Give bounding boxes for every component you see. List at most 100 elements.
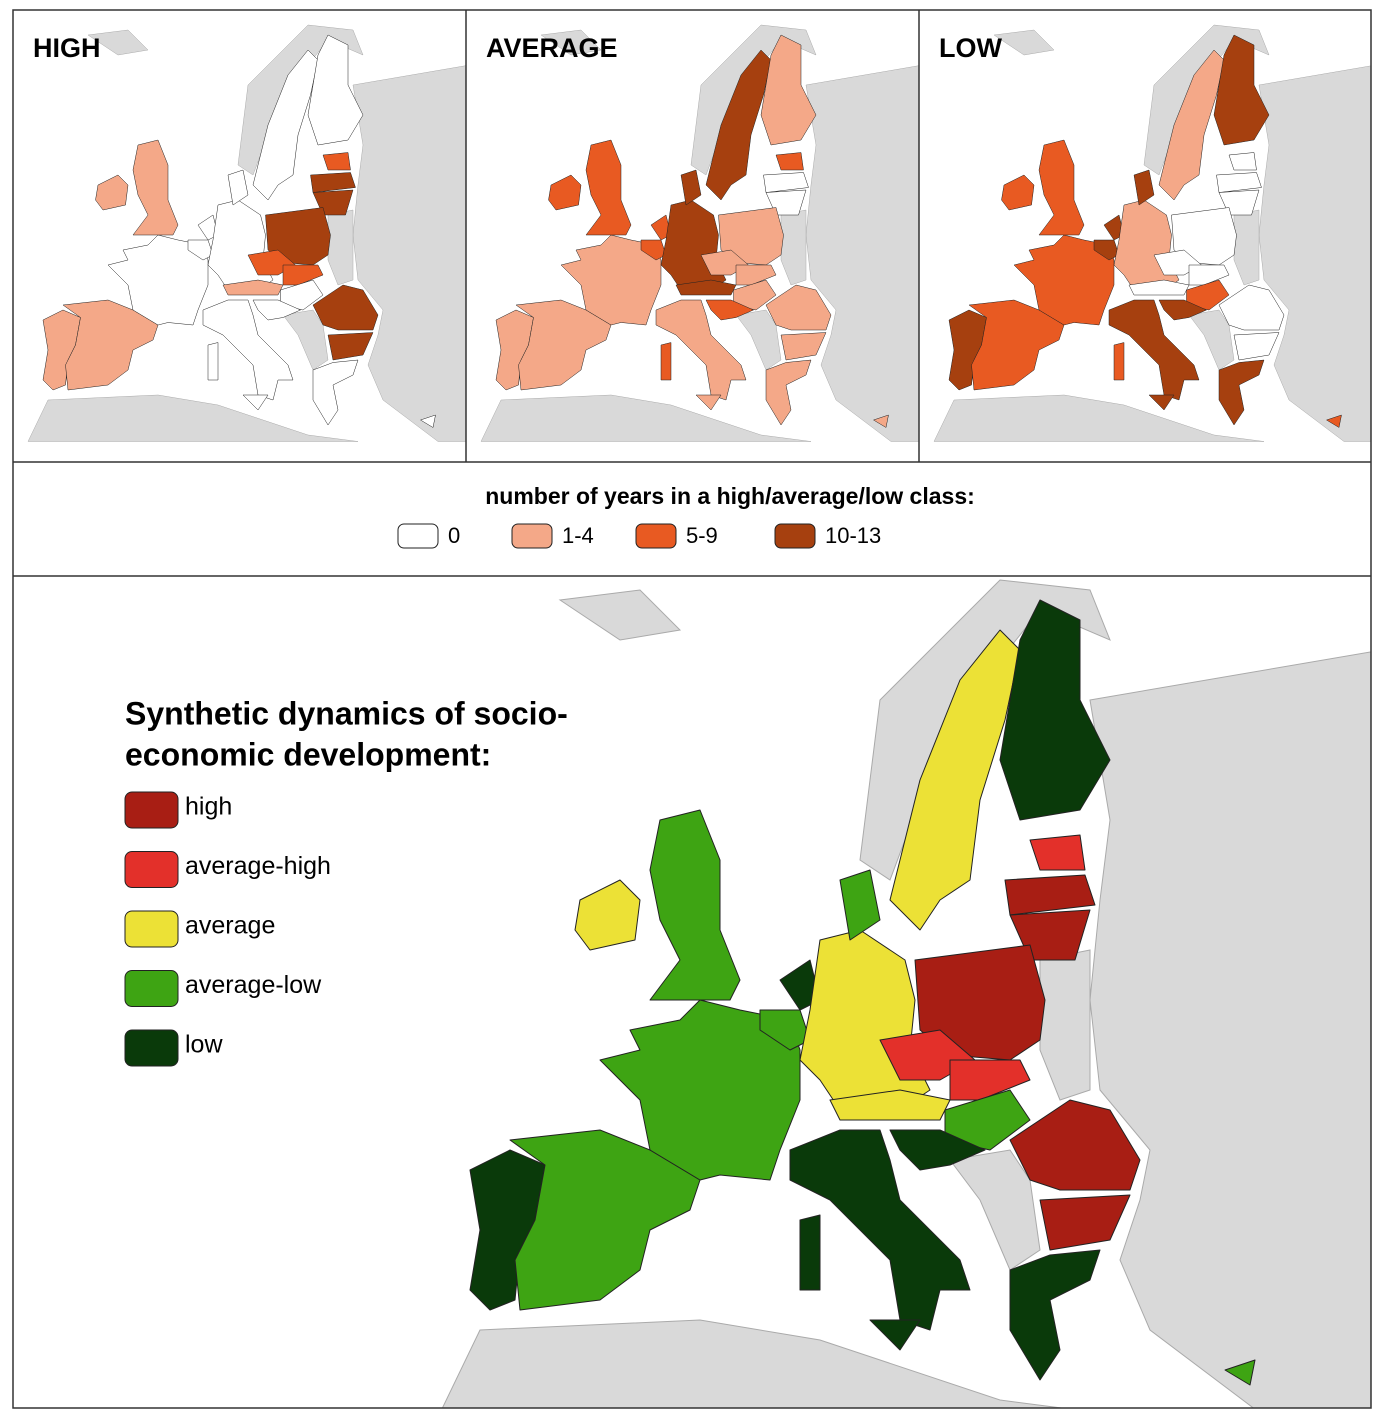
country xyxy=(1133,169,1155,206)
country xyxy=(1128,279,1190,296)
country xyxy=(1009,1249,1101,1381)
country xyxy=(1148,394,1175,411)
country xyxy=(949,1059,1031,1101)
land xyxy=(441,1319,1066,1408)
country xyxy=(889,1129,986,1171)
country xyxy=(889,629,1021,931)
land xyxy=(352,65,466,442)
country xyxy=(760,34,817,146)
country xyxy=(675,279,737,296)
country xyxy=(1218,359,1265,426)
country xyxy=(705,299,754,321)
legend-label: average xyxy=(185,912,275,940)
map-main xyxy=(441,579,1371,1408)
country xyxy=(312,359,359,426)
country xyxy=(1326,414,1342,428)
land xyxy=(558,589,682,641)
land xyxy=(27,394,359,442)
country xyxy=(780,332,827,361)
country xyxy=(420,414,436,428)
map-layer xyxy=(933,24,1371,442)
country xyxy=(763,172,809,193)
country xyxy=(1233,332,1280,361)
land xyxy=(87,29,149,56)
country xyxy=(1004,874,1096,916)
map-layer xyxy=(480,24,919,442)
legend-swatch xyxy=(397,523,439,549)
legend-label: 5-9 xyxy=(686,523,718,548)
land xyxy=(540,29,602,56)
legend-label: high xyxy=(185,793,232,821)
country xyxy=(799,1214,821,1291)
country xyxy=(680,169,702,206)
country xyxy=(789,1129,971,1331)
country xyxy=(282,264,324,286)
country xyxy=(307,34,364,146)
country xyxy=(1001,174,1035,211)
country xyxy=(1218,284,1285,331)
country xyxy=(187,239,214,261)
country xyxy=(227,169,249,206)
land xyxy=(1233,209,1260,286)
land xyxy=(933,394,1265,442)
legend-title: number of years in a high/average/low cl… xyxy=(485,483,975,509)
country xyxy=(585,139,632,236)
country xyxy=(829,1089,951,1121)
land xyxy=(993,29,1055,56)
country xyxy=(252,299,301,321)
country xyxy=(649,809,741,1001)
map-layer xyxy=(441,579,1371,1408)
country xyxy=(1213,34,1270,146)
country xyxy=(1038,139,1085,236)
country xyxy=(327,332,374,361)
country xyxy=(599,999,801,1181)
panel-title: HIGH xyxy=(33,33,101,63)
legend-label: 1-4 xyxy=(562,523,594,548)
country xyxy=(775,152,804,171)
legend-swatch xyxy=(635,523,677,549)
map-panel-low xyxy=(933,24,1371,442)
land xyxy=(1188,309,1235,371)
country xyxy=(695,394,722,411)
legend-swatch xyxy=(774,523,816,549)
land xyxy=(780,209,807,286)
country xyxy=(839,869,881,941)
country xyxy=(655,299,747,401)
country xyxy=(1113,199,1180,291)
country xyxy=(202,299,294,401)
country xyxy=(1029,834,1086,871)
country xyxy=(132,139,179,236)
country xyxy=(1009,1099,1141,1191)
land xyxy=(1258,65,1371,442)
country xyxy=(1013,234,1115,326)
legend-swatch xyxy=(124,970,179,1007)
country xyxy=(222,279,284,296)
country xyxy=(1158,49,1225,201)
country xyxy=(574,879,641,951)
map-layer xyxy=(27,24,466,442)
country xyxy=(640,239,667,261)
land xyxy=(735,309,782,371)
land xyxy=(949,1149,1041,1271)
dynamics-legend: high average-high average average-low low xyxy=(124,791,331,1067)
country xyxy=(322,152,351,171)
country xyxy=(660,199,727,291)
legend-label: 10-13 xyxy=(825,523,881,548)
country xyxy=(735,264,777,286)
legend-swatch xyxy=(511,523,553,549)
land xyxy=(1039,949,1091,1101)
country xyxy=(1216,172,1262,193)
legend-title-line: economic development: xyxy=(125,736,491,772)
frames xyxy=(12,9,1372,1409)
country xyxy=(765,284,832,331)
land xyxy=(1089,651,1371,1408)
country xyxy=(548,174,582,211)
country xyxy=(252,49,319,201)
legend-label: 0 xyxy=(448,523,460,548)
map-panel-average xyxy=(480,24,919,442)
years-legend: 0 1-4 5-9 10-13 xyxy=(397,523,881,549)
country xyxy=(765,359,812,426)
country xyxy=(1188,264,1230,286)
legend-swatch xyxy=(124,910,179,948)
